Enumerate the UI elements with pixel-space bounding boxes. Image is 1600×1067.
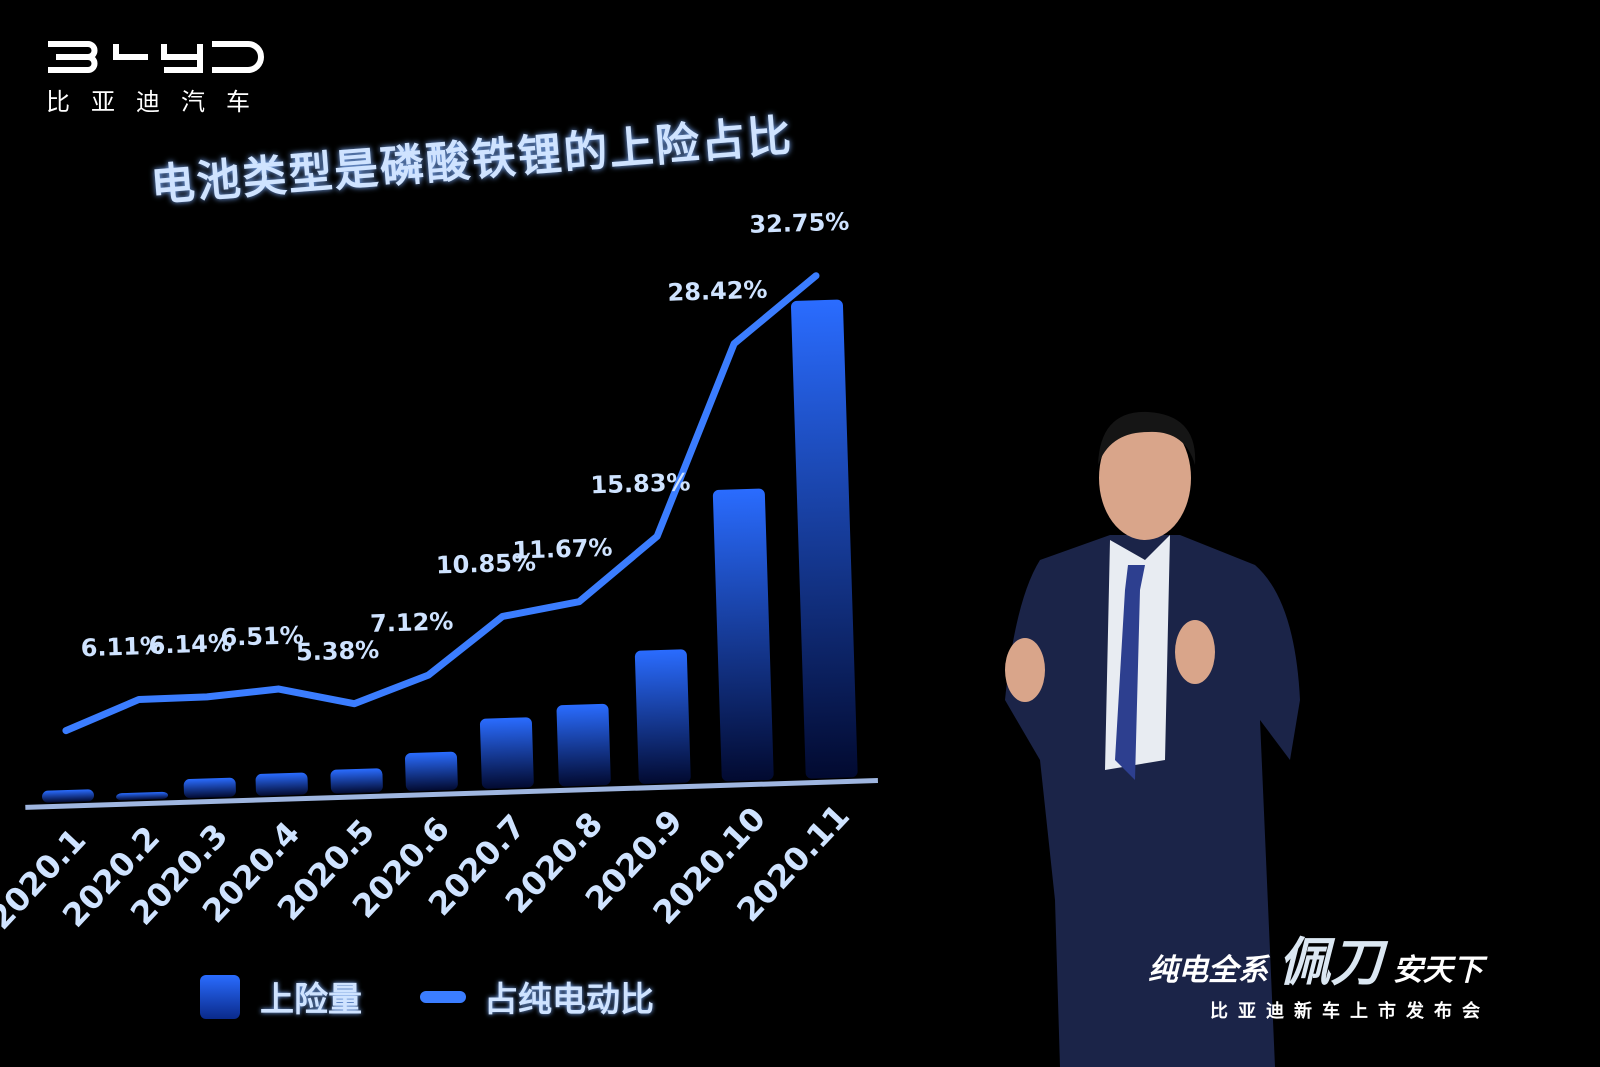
line-point-2020.3 [204, 694, 209, 699]
line-point-2020.1 [63, 728, 68, 733]
data-label-2020.6: 7.12% [370, 607, 454, 638]
bar-2020.11 [790, 299, 858, 779]
bar-2020.7 [479, 717, 534, 789]
data-label-2020.3: 6.14% [148, 629, 232, 660]
data-label-2020.7: 10.85% [436, 548, 537, 579]
speaker-suit [1005, 535, 1300, 1067]
legend-line-swatch [420, 990, 466, 1003]
bar-2020.9 [634, 649, 691, 784]
legend-line-label: 占纯电动比 [484, 980, 654, 1020]
legend: 上险量 占纯电动比 [200, 972, 654, 1021]
speaker-tie [1115, 565, 1145, 780]
x-axis-line [25, 778, 878, 810]
bar-2020.6 [405, 751, 458, 792]
line-point-2020.6 [426, 673, 431, 678]
line-point-2020.11 [814, 273, 819, 278]
speaker-hair [1098, 411, 1196, 465]
line-point-2020.2 [137, 697, 142, 702]
bar-2020.2 [116, 791, 169, 801]
data-label-2020.9: 15.83% [590, 468, 691, 499]
data-label-2020.4: 6.51% [220, 621, 304, 652]
bar-2020.5 [330, 768, 383, 794]
line-point-2020.10 [732, 341, 737, 346]
data-label-2020.2: 6.11% [80, 632, 164, 663]
event-slogan-1: 纯电全系 [1148, 953, 1268, 988]
line-point-2020.9 [655, 534, 660, 539]
event-subtitle: 比亚迪新车上市发布会 [1210, 1001, 1490, 1022]
speaker-right-hand [1175, 620, 1215, 684]
bar-2020.3 [183, 777, 236, 799]
bar-2020.4 [255, 772, 308, 796]
line-point-2020.4 [276, 687, 281, 692]
data-label-2020.10: 28.42% [667, 276, 768, 307]
legend-bar-label: 上险量 [260, 980, 362, 1020]
data-label-2020.11: 32.75% [749, 208, 850, 239]
event-slogan-highlight: 佩刀 [1278, 933, 1383, 993]
data-label-2020.8: 11.67% [512, 534, 613, 565]
speaker-head [1099, 416, 1191, 540]
byd-logo-mark [48, 41, 264, 73]
legend-bar-swatch [200, 974, 240, 1019]
speaker-left-hand [1005, 638, 1045, 702]
bar-2020.8 [556, 703, 611, 787]
line-point-2020.5 [352, 701, 357, 706]
event-slogan-2: 安天下 [1392, 953, 1483, 988]
event-branding: 纯电全系 佩刀 安天下 比亚迪新车上市发布会 [1148, 920, 1490, 1023]
bar-2020.1 [42, 789, 94, 803]
line-point-2020.8 [577, 599, 582, 604]
line-point-2020.7 [500, 614, 505, 619]
chart: 6.11%6.14%6.51%5.38%7.12% 10.85%11.67% 15.… [0, 208, 878, 937]
byd-logo: 比亚迪汽车 [46, 40, 271, 117]
bar-2020.10 [712, 488, 774, 782]
data-label-2020.5: 5.38% [296, 636, 380, 667]
brand-name: 比亚迪汽车 [46, 88, 271, 116]
